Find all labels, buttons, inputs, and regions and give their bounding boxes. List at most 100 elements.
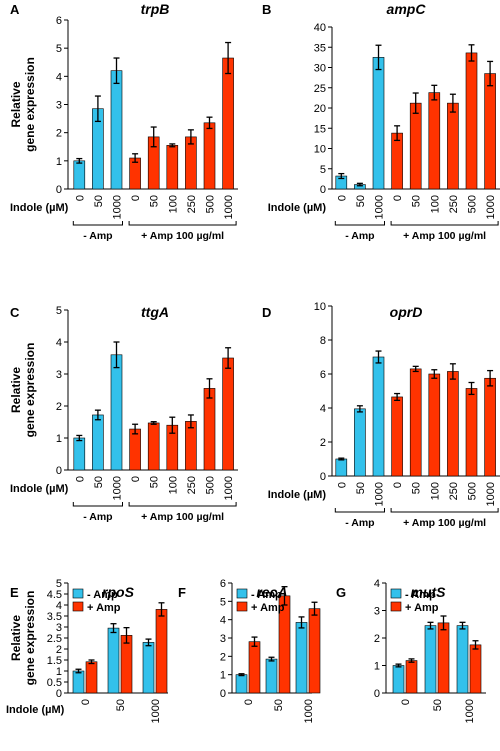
- x-tick-label: 1000: [374, 195, 386, 219]
- y-tick-label: 0: [320, 471, 326, 483]
- x-tick-label: 1000: [112, 195, 124, 219]
- x-tick-label: 50: [432, 699, 444, 711]
- group-label-plus: + Amp 100 µg/ml: [141, 511, 224, 523]
- x-tick-label: 500: [467, 195, 479, 213]
- bar: [235, 674, 248, 694]
- group-bracket-plus: [128, 502, 237, 507]
- bar: [185, 136, 197, 190]
- x-tick-label: 250: [186, 476, 198, 494]
- y-tick-label: 0: [56, 465, 62, 477]
- group-bracket-plus: [390, 508, 499, 513]
- bar: [248, 641, 261, 694]
- y-tick-label: 1.5: [47, 655, 62, 667]
- group-label-plus: + Amp 100 µg/ml: [141, 230, 224, 242]
- y-tick-label: 8: [320, 335, 326, 347]
- indole-label: Indole (µM): [10, 483, 69, 495]
- x-tick-label: 0: [74, 476, 86, 482]
- legend-label-minus-amp: - Amp: [405, 589, 436, 601]
- legend-swatch-minus-amp: [390, 588, 402, 599]
- x-tick-label: 1000: [112, 476, 124, 500]
- x-tick-label: 0: [243, 699, 255, 705]
- y-tick-label: 4: [374, 578, 380, 590]
- bar: [484, 73, 496, 190]
- bar: [428, 373, 441, 477]
- bar: [409, 102, 422, 190]
- group-bracket-minus: [334, 221, 385, 226]
- x-tick-label: 0: [392, 195, 404, 201]
- y-tick-label: 0: [56, 184, 62, 196]
- panel-letter: A: [10, 2, 20, 17]
- y-tick-label: 1: [56, 433, 62, 445]
- panel-letter: E: [10, 585, 19, 600]
- x-tick-label: 0: [400, 699, 412, 705]
- bar: [437, 622, 450, 694]
- x-tick-label: 50: [355, 195, 367, 207]
- x-tick-label: 1000: [223, 195, 235, 219]
- x-tick-label: 0: [74, 195, 86, 201]
- y-tick-label: 2: [220, 651, 226, 663]
- indole-label: Indole (µM): [10, 202, 69, 214]
- bar: [142, 642, 155, 694]
- chart-title: rpoS: [102, 584, 135, 600]
- x-tick-label: 100: [429, 195, 441, 213]
- group-bracket-plus: [128, 221, 237, 226]
- y-tick-label: 2: [56, 644, 62, 656]
- bar: [147, 422, 160, 471]
- y-tick-label: 0: [320, 184, 326, 196]
- x-tick-label: 1000: [303, 699, 315, 723]
- chart-title: ttgA: [141, 304, 169, 320]
- bar: [484, 377, 496, 477]
- panel-letter: F: [178, 585, 186, 600]
- bar: [391, 132, 403, 190]
- group-label-minus: - Amp: [83, 511, 112, 523]
- bar: [447, 371, 459, 477]
- bar: [203, 388, 216, 471]
- x-tick-label: 50: [149, 195, 161, 207]
- y-axis-label-line: Relative: [9, 615, 23, 661]
- bar: [295, 622, 308, 694]
- bar: [222, 357, 234, 471]
- legend-swatch-minus-amp: [72, 588, 84, 599]
- x-tick-label: 100: [167, 476, 179, 494]
- y-tick-label: 20: [314, 103, 326, 115]
- y-tick-label: 30: [314, 63, 326, 75]
- y-tick-label: 5: [220, 596, 226, 608]
- bar: [185, 421, 197, 471]
- y-tick-label: 0: [374, 688, 380, 700]
- x-tick-label: 100: [167, 195, 179, 213]
- y-tick-label: 5: [56, 43, 62, 55]
- group-label-minus: - Amp: [345, 517, 374, 529]
- panel-letter: C: [10, 305, 20, 320]
- y-tick-label: 3: [56, 369, 62, 381]
- y-tick-label: 3: [56, 100, 62, 112]
- y-tick-label: 10: [314, 144, 326, 156]
- group-label-minus: - Amp: [345, 230, 374, 242]
- bar: [465, 388, 478, 477]
- legend-label-plus-amp: + Amp: [405, 602, 439, 614]
- bar: [265, 658, 278, 694]
- bar: [203, 122, 216, 190]
- x-tick-label: 250: [448, 195, 460, 213]
- x-tick-label: 50: [355, 482, 367, 494]
- y-tick-label: 1: [56, 156, 62, 168]
- bar: [85, 661, 98, 694]
- x-tick-label: 50: [93, 476, 105, 488]
- y-tick-label: 40: [314, 22, 326, 34]
- group-label-minus: - Amp: [83, 230, 112, 242]
- x-tick-label: 0: [336, 482, 348, 488]
- y-tick-label: 1: [374, 661, 380, 673]
- x-tick-label: 1000: [464, 699, 476, 723]
- y-tick-label: 3: [56, 622, 62, 634]
- bar: [222, 57, 234, 190]
- bar: [372, 57, 385, 190]
- y-tick-label: 5: [56, 578, 62, 590]
- y-tick-label: 2: [374, 633, 380, 645]
- y-tick-label: 0.5: [47, 677, 62, 689]
- panel-A: 0 1 2 3 4 5 6 A trpB Relativegene expression 0 50 10…: [9, 1, 238, 242]
- x-tick-label: 50: [273, 699, 285, 711]
- y-axis-label: Relativegene expression: [9, 591, 37, 686]
- indole-label: Indole (µM): [268, 202, 327, 214]
- x-tick-label: 500: [205, 476, 217, 494]
- y-tick-label: 2: [320, 437, 326, 449]
